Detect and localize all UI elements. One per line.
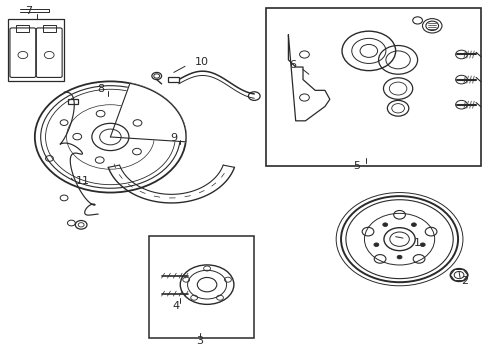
Bar — [68, 99, 78, 104]
Text: 6: 6 — [288, 60, 295, 70]
Text: 3: 3 — [196, 336, 203, 346]
Text: 1: 1 — [413, 238, 420, 248]
Bar — [149, 235, 254, 338]
Polygon shape — [110, 83, 185, 142]
Circle shape — [410, 223, 415, 226]
Text: 10: 10 — [194, 57, 208, 67]
Text: 7: 7 — [25, 6, 33, 17]
Bar — [266, 8, 480, 166]
Text: 4: 4 — [172, 301, 180, 311]
Text: 2: 2 — [460, 276, 468, 286]
Bar — [42, 25, 56, 32]
Text: 9: 9 — [170, 133, 177, 143]
Bar — [16, 25, 29, 32]
Text: 8: 8 — [97, 84, 104, 94]
Circle shape — [420, 243, 425, 247]
Text: 5: 5 — [352, 161, 360, 171]
Circle shape — [396, 255, 401, 259]
Text: 11: 11 — [76, 176, 89, 186]
Circle shape — [382, 223, 387, 226]
Circle shape — [373, 243, 378, 247]
Bar — [8, 19, 64, 81]
Bar — [167, 77, 178, 82]
